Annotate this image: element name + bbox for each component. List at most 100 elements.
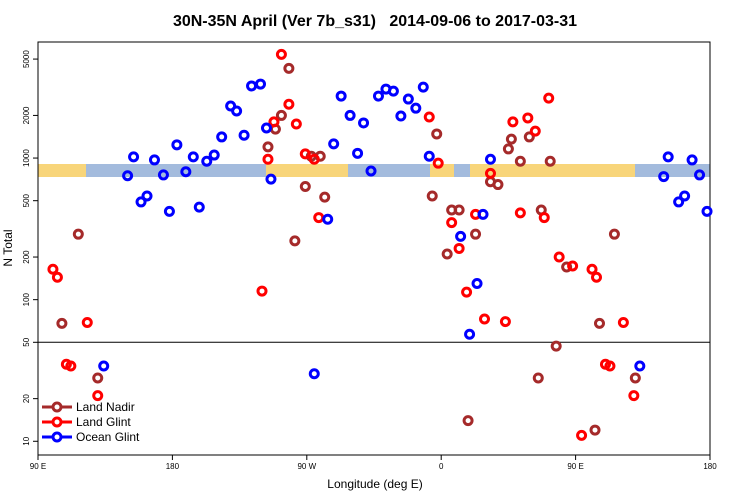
point	[514, 207, 526, 219]
point	[92, 372, 104, 384]
point	[47, 263, 59, 275]
point	[262, 141, 274, 153]
point	[262, 153, 274, 165]
y-tick-label: 1000	[22, 149, 31, 167]
point	[163, 205, 175, 217]
point	[617, 316, 629, 328]
point	[358, 117, 370, 129]
point	[453, 204, 465, 216]
point	[502, 143, 514, 155]
point	[322, 213, 334, 225]
point	[464, 328, 476, 340]
y-tick-label: 500	[22, 193, 31, 207]
point	[299, 180, 311, 192]
point	[484, 167, 496, 179]
y-tick-label: 20	[22, 394, 31, 403]
point	[395, 110, 407, 122]
point	[352, 147, 364, 159]
point	[372, 90, 384, 102]
point	[402, 93, 414, 105]
point	[122, 170, 134, 182]
point	[441, 248, 453, 260]
point	[128, 151, 140, 163]
point	[328, 138, 340, 150]
point	[260, 122, 272, 134]
point	[507, 116, 519, 128]
plot-frame	[37, 41, 711, 456]
point	[629, 372, 641, 384]
point	[432, 157, 444, 169]
point	[365, 165, 377, 177]
point	[299, 148, 311, 160]
point	[477, 208, 489, 220]
point	[313, 212, 325, 224]
point	[522, 112, 534, 124]
point	[171, 139, 183, 151]
legend-marker	[51, 401, 63, 413]
point	[586, 263, 598, 275]
y-tick-label: 100	[22, 292, 31, 306]
point	[453, 242, 465, 254]
y-axis-label: N Total	[1, 229, 15, 266]
point	[514, 155, 526, 167]
point	[290, 118, 302, 130]
point	[529, 125, 541, 137]
point	[499, 316, 511, 328]
point	[576, 429, 588, 441]
point	[544, 155, 556, 167]
point	[634, 360, 646, 372]
point	[283, 98, 295, 110]
point	[426, 190, 438, 202]
point	[231, 105, 243, 117]
point	[65, 360, 77, 372]
point	[686, 154, 698, 166]
point	[423, 111, 435, 123]
point	[238, 129, 250, 141]
point	[308, 368, 320, 380]
point	[471, 278, 483, 290]
y-tick-label: 200	[22, 250, 31, 264]
point	[567, 260, 579, 272]
point	[462, 415, 474, 427]
point	[246, 80, 258, 92]
y-tick-label: 10	[22, 436, 31, 445]
point	[543, 92, 555, 104]
x-tick-label: 90 E	[567, 462, 583, 471]
point	[591, 271, 603, 283]
point	[673, 196, 685, 208]
point	[141, 190, 153, 202]
point	[56, 317, 68, 329]
point	[335, 90, 347, 102]
land-strip	[38, 164, 86, 177]
point	[553, 251, 565, 263]
point	[410, 102, 422, 114]
legend-label: Land Nadir	[76, 400, 135, 414]
point	[589, 424, 601, 436]
x-tick-label: 180	[703, 462, 717, 471]
point	[193, 201, 205, 213]
point	[208, 149, 220, 161]
point	[455, 230, 467, 242]
point	[289, 235, 301, 247]
point	[608, 228, 620, 240]
chart-title: 30N-35N April (Ver 7b_s31) 2014-09-06 to…	[173, 13, 577, 30]
point	[532, 372, 544, 384]
point	[268, 116, 280, 128]
point	[180, 166, 192, 178]
x-axis-label: Longitude (deg E)	[327, 477, 422, 491]
point	[694, 169, 706, 181]
point	[387, 85, 399, 97]
point	[275, 48, 287, 60]
point	[417, 81, 429, 93]
point	[662, 151, 674, 163]
legend-label: Ocean Glint	[76, 430, 140, 444]
x-tick-label: 90 W	[297, 462, 316, 471]
point	[561, 261, 573, 273]
point	[593, 317, 605, 329]
point	[628, 390, 640, 402]
point	[550, 340, 562, 352]
point	[51, 271, 63, 283]
point	[135, 196, 147, 208]
land-strip	[266, 164, 348, 177]
y-tick-label: 5000	[22, 50, 31, 68]
